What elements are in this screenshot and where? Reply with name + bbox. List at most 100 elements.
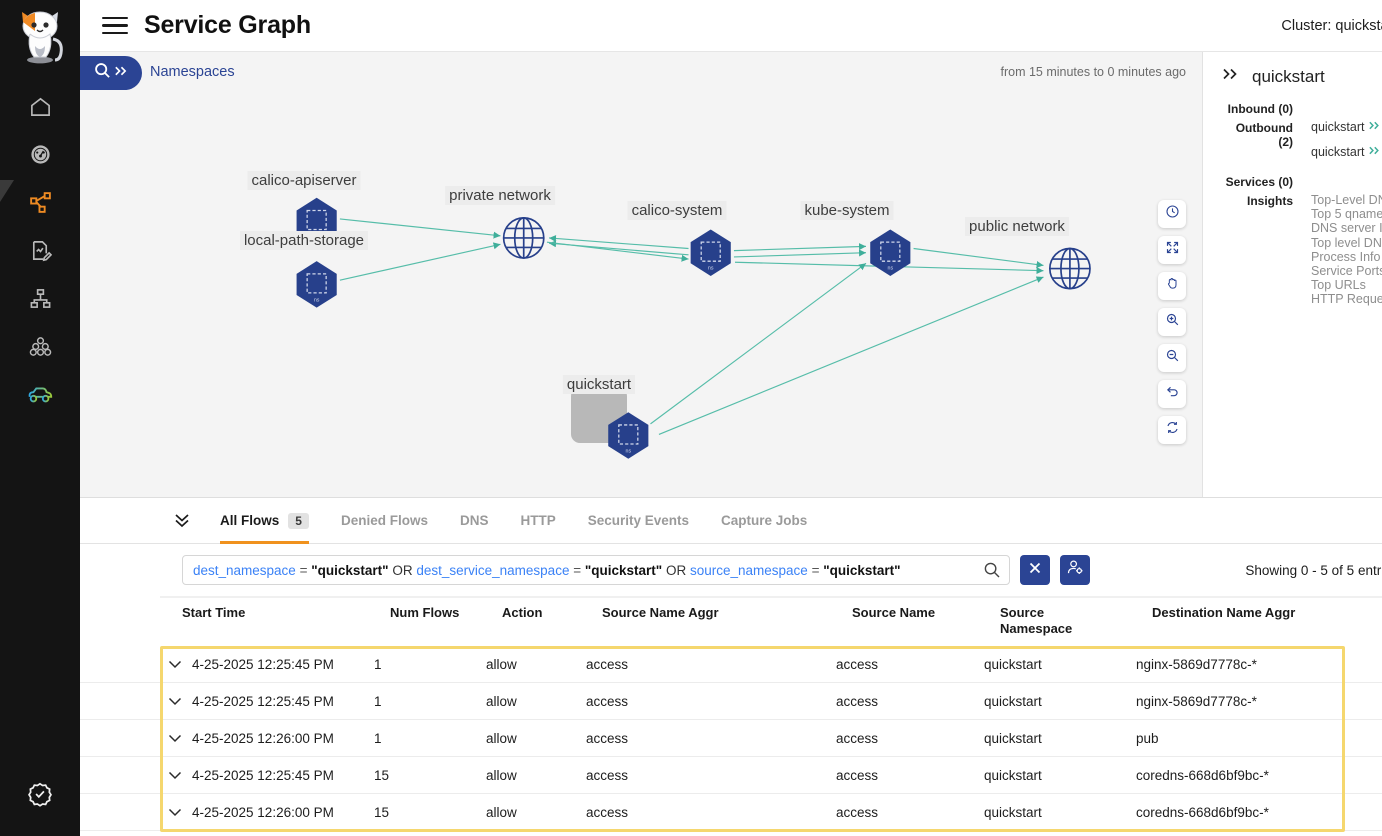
outbound-flow-item[interactable]: quickstart public network — [1311, 145, 1382, 159]
cell-destination-name-aggr: pub — [1136, 730, 1159, 746]
magnifier-plus-icon — [1165, 312, 1180, 332]
filter-token-op: = — [573, 562, 582, 578]
zoom-in-button[interactable] — [1158, 308, 1186, 336]
service-graph-icon — [28, 190, 53, 215]
double-chevron-down-icon[interactable] — [172, 510, 192, 535]
column-header-action[interactable]: Action — [502, 605, 543, 620]
cell-source-namespace: quickstart — [984, 804, 1042, 820]
insight-item[interactable]: Top level DNS stats over time — [1311, 235, 1382, 250]
insight-item[interactable]: Top URLs — [1311, 278, 1366, 293]
chevron-down-icon[interactable] — [168, 657, 182, 672]
tab-security-events[interactable]: Security Events — [572, 498, 705, 544]
cluster-selector-label: Cluster: quickstart-cluster — [1281, 17, 1382, 34]
tab-capture-jobs[interactable]: Capture Jobs — [705, 498, 823, 544]
column-header-source-name-aggr[interactable]: Source Name Aggr — [602, 605, 719, 620]
column-settings-button[interactable] — [1060, 555, 1090, 585]
double-chevron-right-icon[interactable] — [1221, 66, 1240, 87]
insight-item[interactable]: Top-Level DNS Stats — [1311, 193, 1382, 207]
search-icon[interactable] — [983, 561, 1001, 582]
tab-denied-flows[interactable]: Denied Flows — [325, 498, 444, 544]
table-top-divider — [160, 596, 1382, 598]
sidebar-item-nodes[interactable] — [0, 274, 80, 322]
refresh-button[interactable] — [1158, 416, 1186, 444]
details-inbound-value — [1293, 101, 1311, 116]
chevron-down-icon[interactable] — [168, 694, 182, 709]
tab-all-flows[interactable]: All Flows 5 — [204, 498, 325, 544]
sidebar-item-image-assurance[interactable] — [0, 370, 80, 418]
insight-item[interactable]: DNS server IPs by rcode — [1311, 221, 1382, 236]
filter-token-key: dest_namespace — [193, 562, 296, 578]
node-label-calico-apiserver: calico-apiserver — [247, 171, 361, 190]
cell-source-name-aggr: access — [586, 730, 629, 746]
column-header-source-name[interactable]: Source Name — [852, 605, 936, 620]
cell-source-name-aggr: access — [586, 767, 629, 783]
search-icon — [94, 62, 111, 84]
column-header-destination-name-aggr[interactable]: Destination Name Aggr — [1152, 605, 1296, 620]
insights-list: Top-Level DNS Stats Top 5 qnames by rcod… — [1293, 193, 1382, 307]
graph-time-range: from 15 minutes to 0 minutes ago — [1000, 65, 1186, 79]
time-picker-button[interactable] — [1158, 200, 1186, 228]
tab-label: HTTP — [520, 513, 556, 528]
svg-text:ns: ns — [888, 266, 894, 272]
main-area: Service Graph Cluster: quickstart-cluste… — [80, 0, 1382, 836]
tab-http[interactable]: HTTP — [504, 498, 571, 544]
details-outbound-list: quickstart kube-system quickstart — [1293, 120, 1382, 170]
hamburger-icon[interactable] — [102, 13, 128, 39]
svg-text:ns: ns — [708, 266, 714, 272]
nodes-cluster-icon — [29, 335, 52, 358]
cell-action: allow — [486, 693, 517, 709]
chevron-down-icon[interactable] — [168, 805, 182, 820]
sidebar-item-service-graph[interactable] — [0, 178, 80, 226]
zoom-out-button[interactable] — [1158, 344, 1186, 372]
filter-bar: dest_namespace = "quickstart" OR dest_se… — [80, 544, 1382, 596]
column-header-source-namespace[interactable]: Source Namespace — [1000, 605, 1152, 637]
chevron-down-icon[interactable] — [168, 731, 182, 746]
reset-view-button[interactable] — [1158, 380, 1186, 408]
table-row[interactable]: 4-25-2025 12:26:00 PM 1 allow access acc… — [80, 720, 1382, 757]
table-row[interactable]: 4-25-2025 12:26:00 PM 15 allow access ac… — [80, 794, 1382, 831]
cluster-selector[interactable]: Cluster: quickstart-cluster — [1281, 18, 1382, 34]
double-chevron-right-icon — [113, 64, 128, 83]
flow-log-table: Start Time Num Flows Action Source Name … — [80, 596, 1382, 832]
graph-search-button[interactable] — [80, 56, 142, 90]
outbound-flow-item[interactable]: quickstart kube-system — [1311, 120, 1382, 134]
sidebar-item-home[interactable] — [0, 82, 80, 130]
tab-dns[interactable]: DNS — [444, 498, 505, 544]
cell-start-time: 4-25-2025 12:25:45 PM — [192, 656, 334, 672]
column-header-start-time[interactable]: Start Time — [182, 605, 246, 620]
insight-item[interactable]: Top 5 qnames by rcode — [1311, 207, 1382, 222]
cell-source-name-aggr: access — [586, 693, 629, 709]
breadcrumb[interactable]: Namespaces — [150, 64, 235, 80]
clear-filter-button[interactable] — [1020, 555, 1050, 585]
graph-canvas-area[interactable]: Namespaces from 15 minutes to 0 minutes … — [80, 52, 1202, 497]
insight-item[interactable]: HTTP Request Duration — [1311, 292, 1382, 307]
fit-to-screen-button[interactable] — [1158, 236, 1186, 264]
table-row[interactable]: 4-25-2025 12:25:45 PM 15 allow access ac… — [80, 757, 1382, 794]
cell-start-time: 4-25-2025 12:26:00 PM — [192, 730, 334, 746]
pan-tool-button[interactable] — [1158, 272, 1186, 300]
column-header-num-flows[interactable]: Num Flows — [390, 605, 460, 620]
chevron-down-icon[interactable] — [168, 768, 182, 783]
sidebar-item-cluster-mesh[interactable] — [0, 322, 80, 370]
node-label-public-network: public network — [965, 217, 1069, 236]
flow-tabs: All Flows 5 Denied Flows DNS HTTP Securi… — [80, 498, 1382, 544]
insight-item[interactable]: Service Ports — [1311, 264, 1382, 279]
graph-edges-and-nodes: ns ns ns — [296, 197, 1091, 459]
insight-item[interactable]: Process Info — [1311, 249, 1381, 264]
table-row[interactable]: 4-25-2025 12:25:45 PM 1 allow access acc… — [80, 683, 1382, 720]
cell-source-name: access — [836, 656, 879, 672]
clock-icon — [1165, 204, 1180, 224]
sidebar-item-dashboard[interactable] — [0, 130, 80, 178]
sidebar-item-compliance[interactable] — [0, 770, 80, 818]
cell-start-time: 4-25-2025 12:25:45 PM — [192, 767, 334, 783]
node-details-panel: quickstart Inbound (0) Outbound (2) quic… — [1202, 52, 1382, 497]
tab-label: DNS — [459, 513, 489, 528]
filter-token-or: OR — [392, 562, 413, 578]
cell-num-flows: 1 — [374, 693, 382, 709]
sidebar-item-policies[interactable] — [0, 226, 80, 274]
table-row[interactable]: 4-25-2025 12:25:45 PM 1 allow access acc… — [80, 646, 1382, 683]
filter-query-input[interactable]: dest_namespace = "quickstart" OR dest_se… — [182, 555, 1010, 585]
outbound-source: quickstart — [1311, 145, 1365, 159]
graph-toolbar — [1158, 200, 1186, 444]
